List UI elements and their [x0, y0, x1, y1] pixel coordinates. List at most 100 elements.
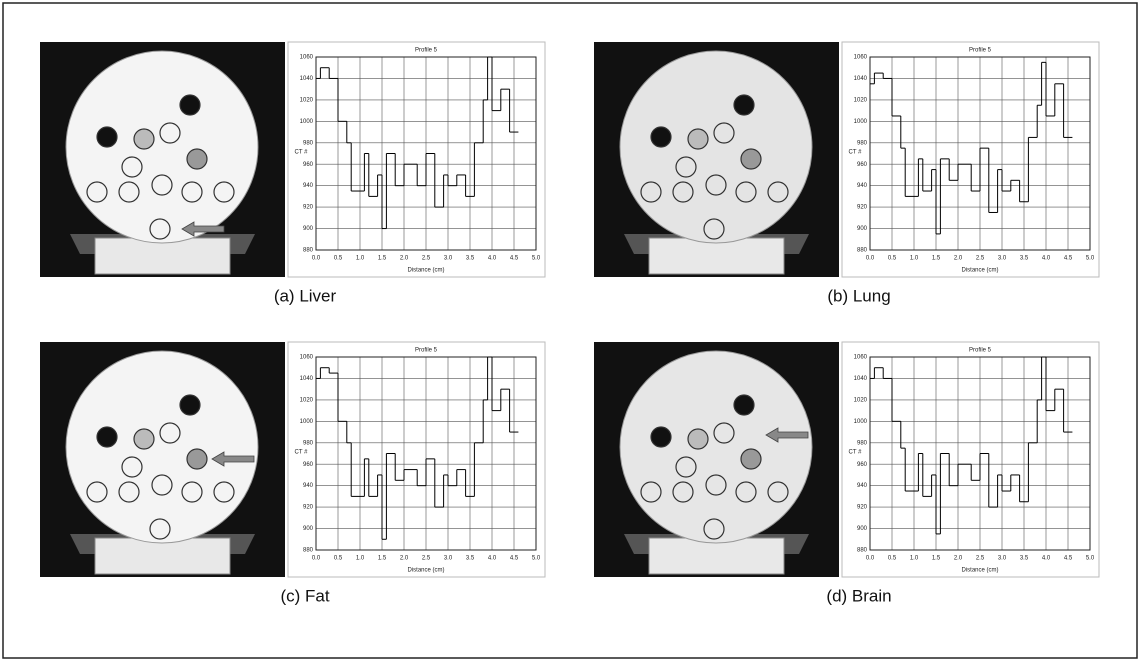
x-tick-label: 3.0: [998, 556, 1007, 562]
y-axis-label: CT #: [295, 150, 309, 156]
x-tick-label: 4.5: [1064, 556, 1073, 562]
y-tick-label: 880: [857, 548, 868, 554]
y-axis-label: CT #: [849, 150, 863, 156]
y-tick-label: 1020: [854, 397, 868, 403]
phantom-disc: [620, 351, 812, 543]
y-tick-label: 880: [857, 248, 868, 254]
x-tick-label: 0.5: [334, 256, 343, 262]
y-tick-label: 960: [857, 462, 868, 468]
y-tick-label: 1040: [854, 376, 868, 382]
x-tick-label: 0.0: [312, 256, 321, 262]
x-tick-label: 2.0: [954, 256, 963, 262]
y-tick-label: 1060: [300, 355, 314, 361]
x-tick-label: 3.0: [444, 556, 453, 562]
y-tick-label: 1060: [854, 355, 868, 361]
y-axis-label: CT #: [849, 450, 863, 456]
x-tick-label: 2.5: [976, 256, 985, 262]
panel-caption: (b) Lung: [827, 286, 890, 305]
x-tick-label: 0.0: [312, 556, 321, 562]
y-tick-label: 1000: [854, 119, 868, 125]
y-tick-label: 1060: [300, 55, 314, 61]
insert-rod: [180, 95, 200, 115]
chart-box: [842, 42, 1099, 277]
y-tick-label: 900: [303, 226, 314, 232]
phantom-disc: [66, 51, 258, 243]
insert-rod: [734, 95, 754, 115]
chart-title: Profile 5: [415, 48, 438, 54]
x-tick-label: 4.0: [488, 556, 497, 562]
y-tick-label: 980: [857, 440, 868, 446]
x-tick-label: 0.5: [888, 556, 897, 562]
y-tick-label: 960: [303, 162, 314, 168]
chart-box: [288, 42, 545, 277]
y-tick-label: 900: [303, 526, 314, 532]
y-tick-label: 1040: [300, 376, 314, 382]
chart-box: [842, 342, 1099, 577]
y-axis-label: CT #: [295, 450, 309, 456]
x-tick-label: 2.0: [400, 256, 409, 262]
chart-title: Profile 5: [969, 348, 992, 354]
x-tick-label: 3.0: [998, 256, 1007, 262]
y-tick-label: 920: [857, 505, 868, 511]
y-tick-label: 940: [303, 483, 314, 489]
insert-rod: [741, 149, 761, 169]
y-tick-label: 920: [303, 505, 314, 511]
x-tick-label: 5.0: [532, 556, 541, 562]
x-tick-label: 3.5: [466, 556, 475, 562]
y-tick-label: 1020: [854, 97, 868, 103]
insert-rod: [97, 127, 117, 147]
x-tick-label: 5.0: [532, 256, 541, 262]
y-tick-label: 920: [857, 205, 868, 211]
x-tick-label: 1.0: [356, 256, 365, 262]
y-tick-label: 1040: [300, 76, 314, 82]
y-tick-label: 1000: [300, 119, 314, 125]
figure: Profile 5 CT # Distance (cm) 880 900 920 940 96…: [0, 0, 1141, 662]
insert-rod: [97, 427, 117, 447]
y-tick-label: 980: [303, 140, 314, 146]
x-tick-label: 4.0: [488, 256, 497, 262]
x-tick-label: 0.0: [866, 556, 875, 562]
y-tick-label: 900: [857, 226, 868, 232]
x-axis-label: Distance (cm): [961, 568, 998, 574]
insert-rod: [180, 395, 200, 415]
y-tick-label: 1060: [854, 55, 868, 61]
y-tick-label: 1040: [854, 76, 868, 82]
x-tick-label: 3.5: [466, 256, 475, 262]
x-tick-label: 1.5: [932, 556, 941, 562]
insert-rod: [734, 395, 754, 415]
y-tick-label: 1000: [854, 419, 868, 425]
panel-caption: (d) Brain: [826, 586, 891, 605]
x-tick-label: 3.5: [1020, 556, 1029, 562]
chart-title: Profile 5: [415, 348, 438, 354]
x-tick-label: 2.5: [976, 556, 985, 562]
x-tick-label: 2.5: [422, 256, 431, 262]
insert-rod: [187, 449, 207, 469]
y-tick-label: 960: [857, 162, 868, 168]
insert-rod: [134, 429, 154, 449]
panel-caption: (c) Fat: [280, 586, 329, 605]
x-axis-label: Distance (cm): [407, 568, 444, 574]
x-tick-label: 0.5: [888, 256, 897, 262]
x-tick-label: 1.0: [910, 256, 919, 262]
x-tick-label: 3.5: [1020, 256, 1029, 262]
x-tick-label: 0.0: [866, 256, 875, 262]
insert-rod: [651, 427, 671, 447]
chart-box: [288, 342, 545, 577]
x-tick-label: 1.5: [378, 256, 387, 262]
y-tick-label: 980: [857, 140, 868, 146]
x-tick-label: 1.0: [910, 556, 919, 562]
x-tick-label: 5.0: [1086, 556, 1095, 562]
x-tick-label: 4.0: [1042, 256, 1051, 262]
insert-rod: [187, 149, 207, 169]
x-tick-label: 5.0: [1086, 256, 1095, 262]
chart-title: Profile 5: [969, 48, 992, 54]
y-tick-label: 880: [303, 548, 314, 554]
phantom-disc: [620, 51, 812, 243]
x-axis-label: Distance (cm): [407, 268, 444, 274]
x-tick-label: 4.0: [1042, 556, 1051, 562]
insert-rod: [741, 449, 761, 469]
panel-caption: (a) Liver: [274, 286, 337, 305]
x-tick-label: 2.0: [400, 556, 409, 562]
insert-rod: [688, 429, 708, 449]
x-tick-label: 2.0: [954, 556, 963, 562]
